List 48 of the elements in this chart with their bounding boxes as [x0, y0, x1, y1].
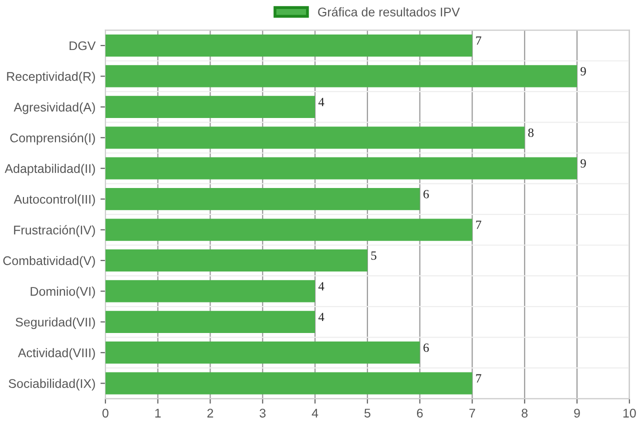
- data-label: 4: [318, 282, 324, 290]
- data-label: 7: [476, 374, 482, 382]
- bar: [105, 188, 420, 210]
- bar: [105, 280, 316, 302]
- x-tick-label: 0: [102, 408, 108, 418]
- y-tick-label: Frustración(IV): [14, 225, 95, 237]
- bar: [105, 249, 368, 272]
- x-tick-label: 10: [623, 408, 636, 418]
- bar: [105, 96, 316, 118]
- bar: [105, 372, 472, 394]
- data-label: 7: [476, 220, 482, 229]
- bar: [105, 342, 420, 364]
- bar: [105, 65, 578, 88]
- x-tick-label: 9: [574, 408, 580, 418]
- x-tick-label: 3: [260, 408, 266, 418]
- y-tick-label: Receptividad(R): [7, 72, 95, 84]
- bar: [105, 126, 525, 149]
- legend-label: Gráfica de resultados IPV: [318, 7, 460, 16]
- y-tick-label: Combatividad(V): [3, 256, 95, 268]
- y-tick-label: DGV: [70, 41, 96, 50]
- y-tick-label: Autocontrol(III): [14, 194, 95, 206]
- x-tick-label: 5: [364, 408, 370, 418]
- y-tick-label: Sociabilidad(IX): [8, 378, 95, 390]
- bar: [105, 218, 472, 241]
- y-tick-label: Dominio(VI): [30, 286, 95, 298]
- bar: [105, 34, 472, 57]
- y-tick-label: Adaptabilidad(II): [4, 164, 95, 176]
- bar: [105, 310, 316, 333]
- bar: [105, 157, 578, 180]
- y-tick-label: Actividad(VIII): [18, 348, 95, 360]
- data-label: 5: [371, 251, 376, 260]
- data-label: 9: [580, 67, 586, 76]
- x-tick-label: 2: [207, 408, 214, 418]
- data-label: 9: [580, 159, 586, 168]
- y-tick-label: Comprensión(I): [10, 133, 95, 145]
- data-label: 8: [528, 128, 534, 137]
- y-tick-label: Agresividad(A): [14, 102, 95, 114]
- data-label: 6: [424, 343, 429, 352]
- x-tick-label: 6: [416, 408, 423, 418]
- x-tick-label: 1: [155, 408, 161, 418]
- x-tick-label: 4: [312, 408, 318, 418]
- x-tick-label: 8: [522, 408, 528, 418]
- data-label: 7: [476, 36, 482, 45]
- x-tick-label: 7: [469, 408, 476, 418]
- data-label: 4: [318, 312, 324, 322]
- data-label: 4: [318, 98, 324, 106]
- y-tick-label: Seguridad(VII): [16, 317, 95, 330]
- data-label: 6: [424, 190, 429, 198]
